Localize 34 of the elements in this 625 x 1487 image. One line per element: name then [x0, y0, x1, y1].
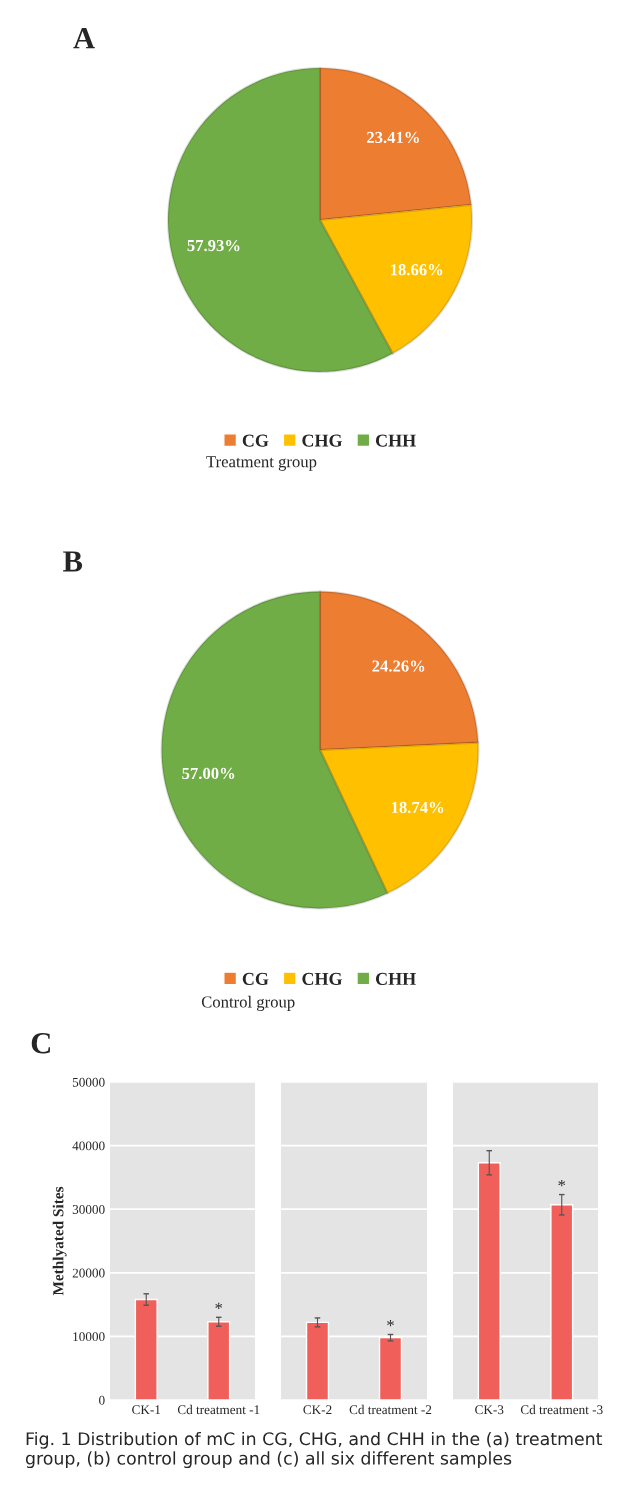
annotation: *: [558, 1180, 566, 1187]
x-tick-label: CK-3: [475, 1405, 504, 1415]
y-tick-label: 50000: [72, 1077, 105, 1087]
y-tick-label: 40000: [72, 1141, 105, 1151]
legend-label: CHG: [302, 972, 343, 985]
x-tick-label: CK-2: [303, 1405, 332, 1415]
y-tick-label: 10000: [73, 1332, 105, 1342]
legend-label: CG: [242, 972, 269, 985]
data-label: 24.26%: [372, 660, 425, 672]
text: Treatment group: [206, 456, 317, 471]
chart-title: A: [73, 28, 95, 49]
legend-label: CG: [242, 434, 269, 447]
annotation: *: [215, 1302, 223, 1309]
x-tick-label: CK-1: [132, 1405, 161, 1415]
annotation: *: [387, 1320, 394, 1327]
data-label: 23.41%: [367, 131, 419, 144]
y-tick-label: 30000: [72, 1205, 105, 1214]
y-axis-title: Methlyated Sites: [52, 1186, 67, 1296]
y-tick-label: 20000: [72, 1268, 105, 1278]
legend-label: CHH: [375, 434, 416, 447]
data-label: 18.74%: [391, 801, 444, 814]
chart-title: C: [31, 1033, 50, 1054]
data-label: 57.93%: [187, 239, 240, 252]
legend-label: CHG: [302, 434, 343, 447]
x-tick-label: Cd treatment -2: [349, 1404, 432, 1415]
caption: Fig. 1 Distribution of mC in CG, CHG, and CHH in the (a) treatment group, (b) control group and (c) all six different samples: [25, 1431, 603, 1469]
data-label: 18.66%: [391, 264, 443, 276]
y-tick-label: 0: [99, 1395, 105, 1405]
x-tick-label: Cd treatment -1: [177, 1404, 260, 1415]
data-label: 57.00%: [182, 767, 235, 780]
text: Control group: [201, 995, 295, 1012]
x-tick-label: Cd treatment -3: [520, 1404, 603, 1415]
chart-title: B: [63, 551, 83, 572]
legend-label: CHH: [375, 972, 416, 985]
